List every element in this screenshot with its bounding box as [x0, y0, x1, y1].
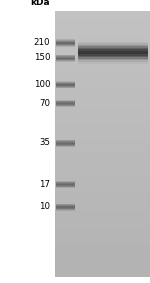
Bar: [56, 82, 75, 83]
Text: 100: 100: [34, 80, 50, 89]
Text: 210: 210: [34, 38, 50, 47]
Bar: [56, 106, 75, 107]
Text: 17: 17: [39, 180, 50, 189]
Bar: [56, 85, 75, 86]
Bar: [56, 40, 75, 41]
Bar: [56, 39, 75, 40]
Bar: [56, 103, 75, 104]
Bar: [56, 142, 75, 143]
Bar: [56, 56, 75, 57]
Bar: [56, 45, 75, 46]
Bar: [56, 183, 75, 184]
Bar: [56, 187, 75, 188]
Bar: [56, 207, 75, 208]
Bar: [56, 59, 75, 60]
Bar: [78, 53, 148, 54]
Bar: [56, 203, 75, 204]
Bar: [56, 105, 75, 106]
Bar: [78, 50, 148, 51]
Bar: [56, 55, 75, 56]
Bar: [56, 206, 75, 207]
Bar: [78, 42, 148, 43]
Bar: [78, 62, 148, 63]
Text: kDa: kDa: [31, 0, 50, 7]
Bar: [56, 209, 75, 210]
Bar: [56, 41, 75, 42]
Bar: [56, 81, 75, 82]
Bar: [56, 182, 75, 183]
Bar: [56, 61, 75, 62]
Bar: [78, 60, 148, 62]
Bar: [78, 48, 148, 50]
Bar: [56, 205, 75, 206]
Bar: [56, 186, 75, 187]
Bar: [56, 42, 75, 43]
Bar: [78, 59, 148, 60]
Bar: [78, 45, 148, 46]
Bar: [78, 54, 148, 56]
Bar: [56, 46, 75, 47]
Bar: [56, 101, 75, 102]
Bar: [56, 44, 75, 45]
Bar: [56, 57, 75, 58]
Bar: [56, 43, 75, 44]
Text: 70: 70: [39, 98, 50, 108]
Bar: [56, 184, 75, 185]
Bar: [56, 140, 75, 141]
Bar: [56, 86, 75, 87]
Bar: [56, 204, 75, 205]
Bar: [56, 84, 75, 85]
Bar: [56, 208, 75, 209]
Bar: [56, 104, 75, 105]
Text: 10: 10: [39, 202, 50, 211]
Bar: [56, 87, 75, 88]
Bar: [78, 46, 148, 48]
Bar: [78, 57, 148, 59]
Bar: [56, 181, 75, 182]
Bar: [56, 146, 75, 147]
Bar: [78, 56, 148, 57]
Text: 150: 150: [34, 53, 50, 62]
Bar: [56, 102, 75, 103]
Bar: [78, 51, 148, 53]
Bar: [56, 210, 75, 211]
Bar: [56, 100, 75, 101]
Bar: [56, 144, 75, 145]
Bar: [56, 145, 75, 146]
Bar: [56, 185, 75, 186]
Bar: [56, 60, 75, 61]
Text: 35: 35: [39, 138, 50, 147]
Bar: [78, 43, 148, 45]
Bar: [56, 143, 75, 144]
Bar: [56, 141, 75, 142]
Bar: [56, 83, 75, 84]
Bar: [56, 58, 75, 59]
